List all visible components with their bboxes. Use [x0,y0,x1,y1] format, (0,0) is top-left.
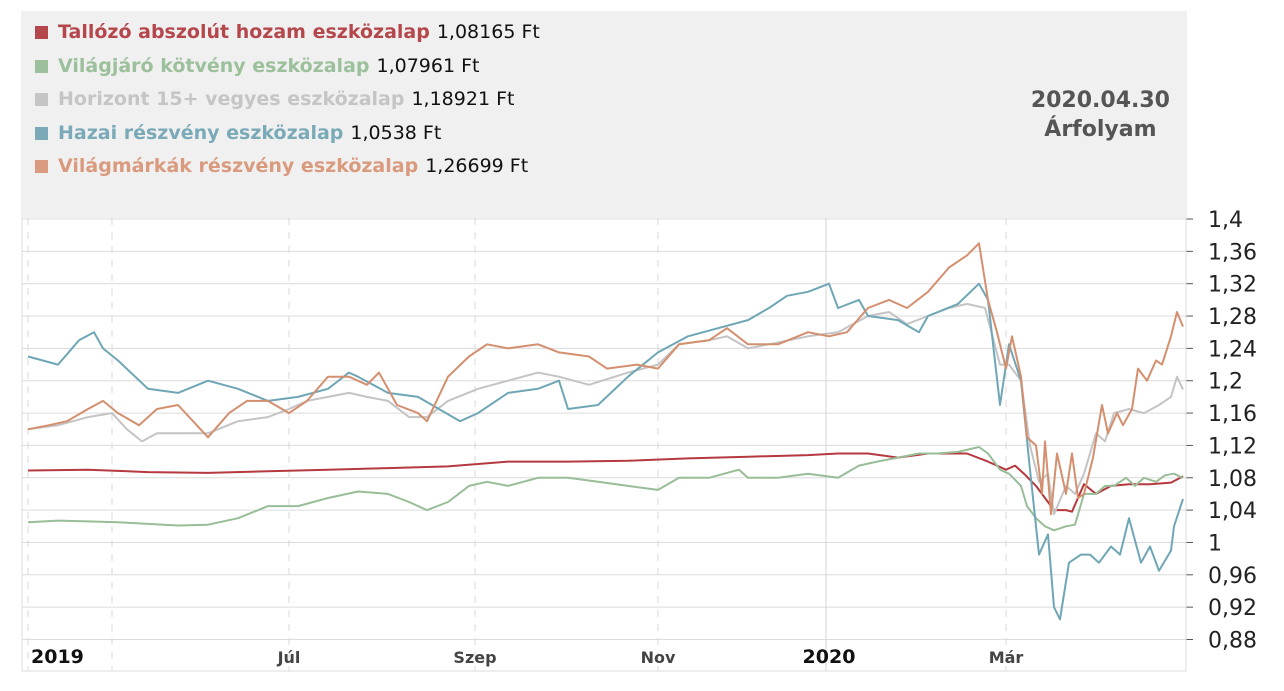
y-tick-label: 1,28 [1208,305,1257,330]
x-tick-label: 2020 [803,646,856,668]
legend-swatch [35,59,48,73]
y-tick-label: 0,92 [1208,596,1257,621]
legend-name: Horizont 15+ vegyes eszközalap [58,88,405,110]
legend-name: Tallózó abszolút hozam eszközalap [58,21,430,43]
y-tick-label: 1,4 [1208,208,1243,233]
x-tick-label: Már [989,648,1024,667]
legend-item-tallozo[interactable]: Tallózó abszolút hozam eszközalap 1,0816… [35,20,540,44]
legend-swatch [35,126,48,140]
legend-item-vilagmarkak[interactable]: Világmárkák részvény eszközalap 1,26699 … [35,154,528,178]
y-axis: 1,4 1,36 1,32 1,28 1,24 1,2 1,16 1,12 1,08 1,04 1 0… [1186,208,1257,654]
y-tick-label: 1,36 [1208,240,1257,265]
x-axis: 2019 Júl Szep Nov 2020 Már [31,646,1023,668]
y-tick-label: 1,08 [1208,467,1257,492]
y-tick-label: 1,04 [1208,499,1257,524]
legend-name: Világjáró kötvény eszközalap [58,55,370,77]
legend: Tallózó abszolút hozam eszközalap 1,0816… [22,12,1186,218]
legend-item-hazai[interactable]: Hazai részvény eszközalap 1,0538 Ft [35,121,441,145]
legend-value: 1,18921 Ft [411,88,515,110]
series-lines [27,242,1184,621]
x-tick-label: 2019 [31,646,84,668]
legend-swatch [35,92,48,106]
legend-value: 1,26699 Ft [425,155,529,177]
y-tick-label: 0,88 [1208,629,1257,654]
legend-swatch [35,159,48,173]
legend-name: Hazai részvény eszközalap [58,122,344,144]
y-tick-label: 1,12 [1208,434,1257,459]
legend-item-vilagjaro[interactable]: Világjáró kötvény eszközalap 1,07961 Ft [35,54,480,78]
legend-name: Világmárkák részvény eszközalap [58,155,419,177]
value-label: Árfolyam [1044,117,1157,142]
y-tick-label: 1,2 [1208,370,1243,395]
y-tick-label: 1 [1208,531,1222,556]
grid [22,218,1186,671]
y-tick-label: 1,24 [1208,337,1257,362]
x-tick-label: Júl [277,648,301,667]
x-tick-label: Szep [453,648,496,667]
y-tick-label: 1,16 [1208,402,1257,427]
legend-value: 1,07961 Ft [376,55,480,77]
series-line-4 [27,242,1184,516]
legend-value: 1,0538 Ft [350,122,442,144]
series-line-3 [27,282,1184,621]
legend-value: 1,08165 Ft [436,21,540,43]
x-tick-label: Nov [641,648,676,667]
current-date: 2020.04.30 [1030,88,1170,113]
legend-item-horizont[interactable]: Horizont 15+ vegyes eszközalap 1,18921 F… [35,87,514,111]
legend-swatch [35,25,48,39]
y-tick-label: 0,96 [1208,564,1257,589]
y-tick-label: 1,32 [1208,273,1257,298]
date-header: 2020.04.30 Árfolyam [1031,86,1170,144]
series-line-1 [27,446,1184,532]
